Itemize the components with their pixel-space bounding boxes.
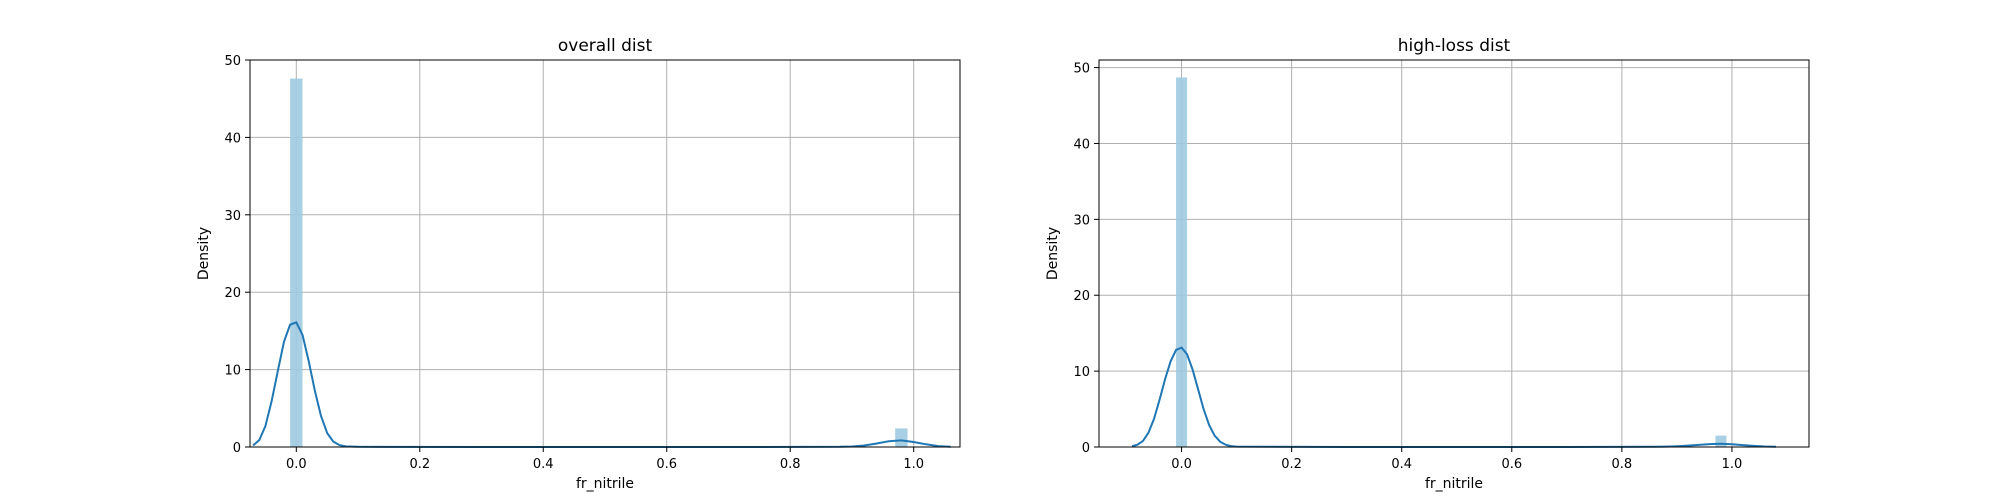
x-tick-label: 0.6 [656,457,677,472]
y-ticks: 0 10 20 30 40 50 [224,54,250,456]
x-tick-label: 0.4 [1391,457,1412,472]
y-tick-label: 20 [224,286,241,301]
chart-title: overall dist [558,36,653,56]
histogram-bar [1715,435,1727,447]
x-tick-label: 0.2 [409,457,430,472]
x-tick-label: 0.0 [286,457,307,472]
y-axis-label: Density [1045,227,1061,280]
histogram-bar [895,428,908,447]
grid-lines [1099,60,1809,448]
x-axis-label: fr_nitrile [576,476,634,492]
y-tick-label: 10 [224,364,241,379]
y-tick-label: 0 [233,441,241,456]
x-ticks: 0.0 0.2 0.4 0.6 0.8 1.0 [286,447,924,472]
x-tick-label: 0.6 [1501,457,1522,472]
grid-lines [250,59,960,448]
histogram-bar [1176,77,1188,447]
y-axis-label: Density [196,227,212,280]
chart-title: high-loss dist [1398,36,1511,56]
x-tick-label: 0.8 [1612,457,1633,472]
histogram-bar [290,78,303,448]
x-tick-label: 1.0 [903,457,924,472]
y-tick-label: 0 [1082,441,1090,456]
y-tick-label: 30 [224,209,241,224]
x-tick-label: 0.0 [1171,457,1192,472]
y-tick-label: 30 [1073,213,1090,228]
x-ticks: 0.0 0.2 0.4 0.6 0.8 1.0 [1171,447,1742,472]
x-tick-label: 1.0 [1722,457,1743,472]
y-tick-label: 40 [224,131,241,146]
x-tick-label: 0.8 [780,457,801,472]
x-tick-label: 0.2 [1281,457,1302,472]
axes-frame [1098,59,1810,448]
histogram-bars [1176,77,1727,447]
subplot-overall-dist: 0.0 0.2 0.4 0.6 0.8 1.0 0 10 20 30 40 50 overall d… [196,36,961,492]
y-tick-label: 20 [1073,289,1090,304]
histogram-bars [290,78,908,448]
y-tick-label: 50 [1073,62,1090,77]
kde-curve [1131,346,1777,448]
y-tick-label: 40 [1073,137,1090,152]
axes-frame [249,59,961,448]
y-tick-label: 10 [1073,365,1090,380]
y-ticks: 0 10 20 30 40 50 [1073,62,1099,456]
y-tick-label: 50 [224,54,241,69]
subplot-high-loss-dist: 0.0 0.2 0.4 0.6 0.8 1.0 0 10 20 30 40 50 high-loss… [1045,36,1810,492]
x-tick-label: 0.4 [533,457,554,472]
kde-curve [252,321,951,448]
x-axis-label: fr_nitrile [1425,476,1483,492]
